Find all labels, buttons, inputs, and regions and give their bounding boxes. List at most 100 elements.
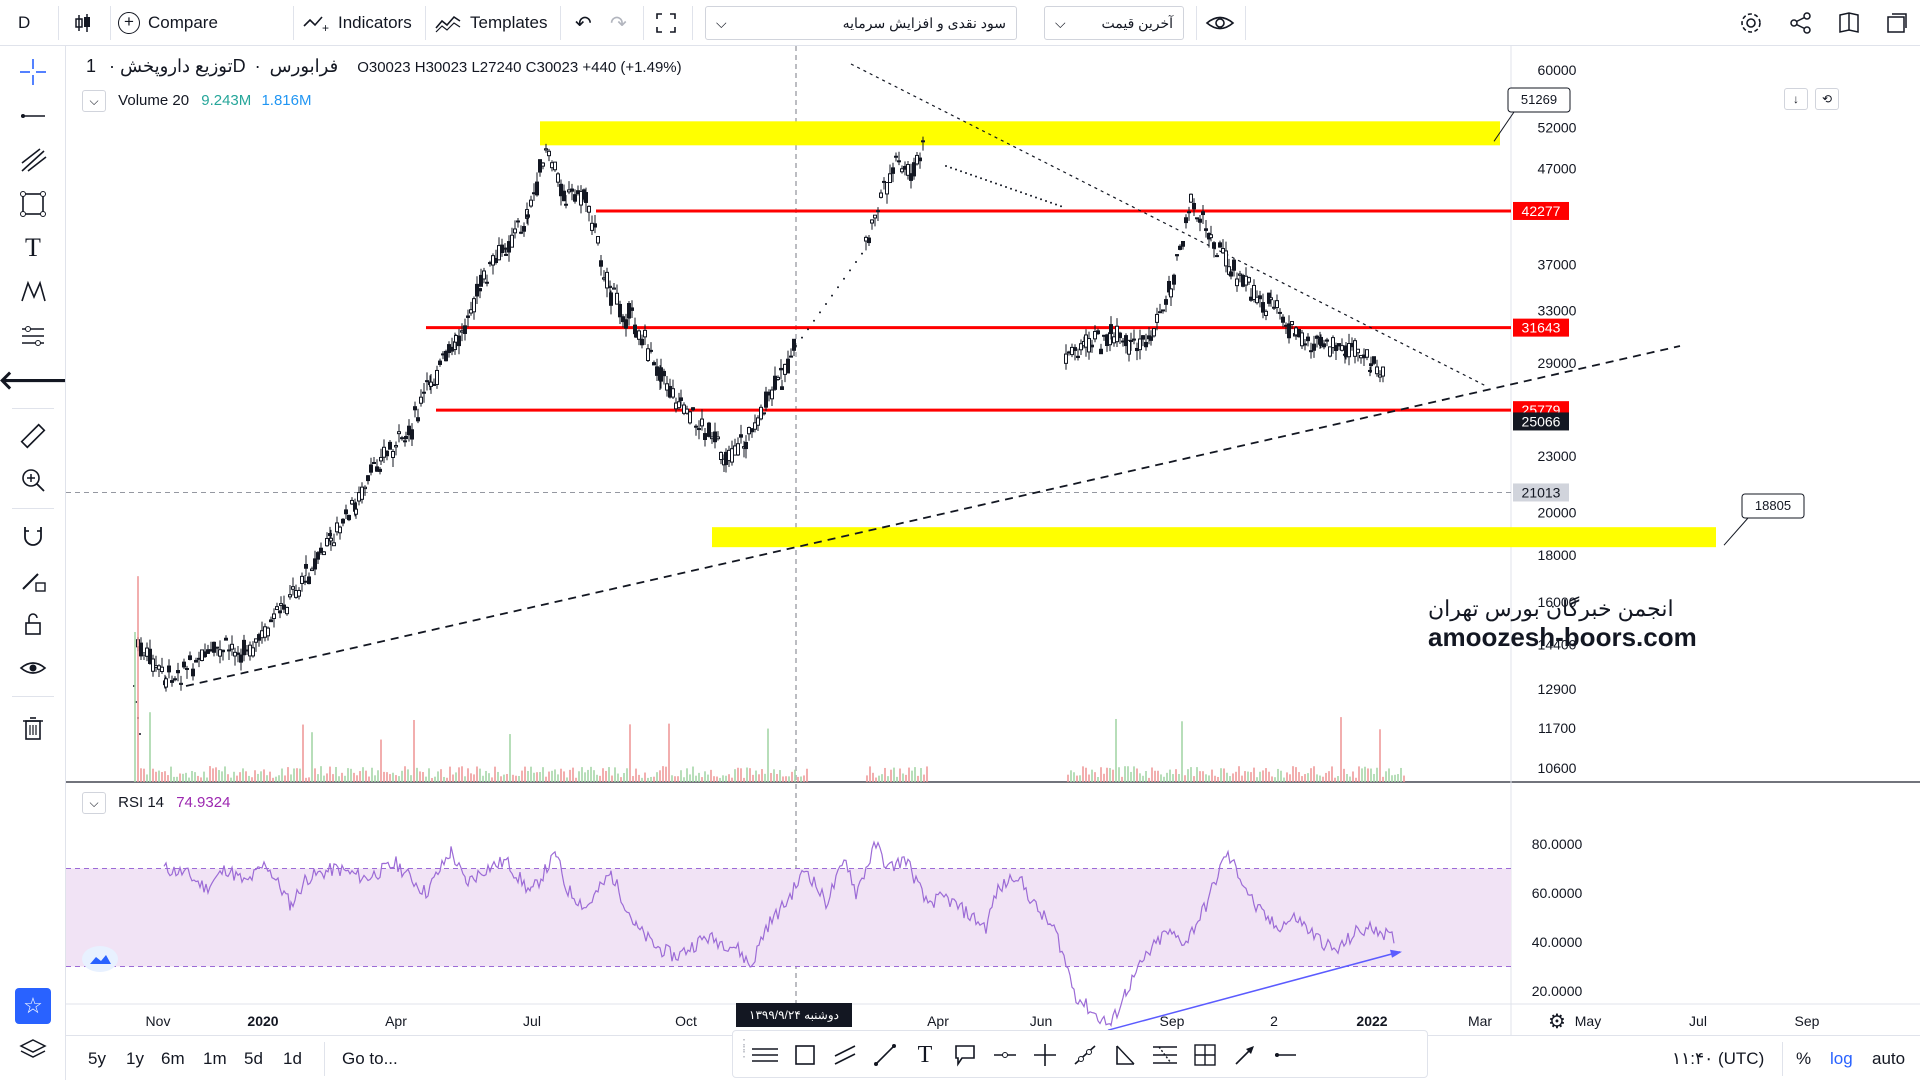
crosshair-tool[interactable] (0, 52, 66, 92)
volume-bar (1214, 775, 1216, 782)
descending-trendline[interactable] (850, 63, 1487, 387)
ascending-trendline[interactable] (185, 345, 1681, 687)
axis-settings-icon[interactable]: ⚙ (1548, 1011, 1566, 1033)
draw-cross-tool[interactable] (1027, 1037, 1063, 1073)
price-candle (1255, 290, 1259, 305)
fullscreen-button[interactable] (654, 0, 678, 46)
symbol-button[interactable]: D (18, 0, 30, 46)
pattern-tool[interactable] (0, 272, 66, 312)
draw-price-range-tool[interactable] (1187, 1037, 1223, 1073)
trend-line-tool[interactable] (0, 96, 66, 136)
volume-bar (1118, 767, 1120, 782)
remove-drawings-tool[interactable] (0, 708, 66, 748)
price-candle (319, 542, 323, 555)
draw-trendline-tool[interactable] (867, 1037, 903, 1073)
share-button[interactable] (1788, 0, 1814, 46)
strategy-dropdown[interactable]: ⌵ سود نقدی و افزایش سرمایه (705, 6, 1017, 40)
draw-callout-tool[interactable] (947, 1037, 983, 1073)
price-candle (300, 572, 304, 592)
indicators-button[interactable]: + Indicators (302, 0, 412, 46)
draw-hline-tool[interactable] (987, 1037, 1023, 1073)
rectangle-tool[interactable] (0, 184, 66, 224)
price-candle (596, 236, 600, 246)
maximize-pane-button[interactable]: ⟲ (1815, 88, 1839, 110)
pitchfork-icon (21, 148, 47, 172)
object-tree-button[interactable] (0, 1030, 66, 1070)
publish-button[interactable] (1884, 0, 1910, 46)
percent-toggle[interactable]: % (1796, 1036, 1811, 1081)
rsi-divergence-arrow[interactable] (1107, 951, 1401, 1031)
fib-tool[interactable] (0, 140, 66, 180)
back-arrow-tool[interactable]: 🡐 (0, 360, 68, 400)
volume-bar (680, 770, 682, 782)
goto-button[interactable]: Go to... (342, 1036, 398, 1081)
price-candle (379, 448, 383, 466)
lock-all-tool[interactable] (0, 604, 66, 644)
lock-drawings-tool[interactable] (0, 560, 66, 600)
volume-bar (1217, 776, 1219, 782)
support-zone[interactable] (712, 527, 1716, 548)
auto-toggle[interactable]: auto (1872, 1036, 1905, 1081)
publish-icon (1887, 13, 1907, 33)
chart-type-button[interactable] (72, 0, 94, 46)
price-candle (584, 187, 588, 212)
range-1d[interactable]: 1d (283, 1036, 302, 1081)
snapshot-button[interactable] (1836, 0, 1862, 46)
volume-bar (629, 724, 631, 782)
zoom-tool[interactable] (0, 460, 66, 500)
ruler-tool[interactable] (0, 416, 66, 456)
text-tool[interactable]: T (0, 228, 66, 268)
redo-button[interactable]: ↷ (610, 0, 627, 46)
draw-text-tool[interactable]: T (907, 1037, 943, 1073)
resistance-zone[interactable] (540, 121, 1500, 146)
compare-button[interactable]: + Compare (118, 0, 218, 46)
templates-button[interactable]: Templates (434, 0, 547, 46)
logo-badge[interactable] (82, 946, 118, 972)
volume-value-2: 1.816M (261, 91, 312, 109)
favorites-button[interactable]: ☆ (0, 986, 66, 1026)
draw-channel-tool[interactable] (827, 1037, 863, 1073)
price-candle (1204, 219, 1208, 238)
price-candle (870, 219, 874, 230)
undo-button[interactable]: ↶ (575, 0, 592, 46)
range-5d[interactable]: 5d (244, 1036, 263, 1081)
price-candle (649, 342, 653, 354)
range-1y[interactable]: 1y (126, 1036, 144, 1081)
price-candle (1127, 339, 1131, 362)
log-toggle[interactable]: log (1830, 1036, 1853, 1081)
range-5y[interactable]: 5y (88, 1036, 106, 1081)
price-dot (819, 311, 821, 314)
collapse-toggle-button[interactable]: ⌵ (82, 90, 106, 112)
volume-bar (644, 772, 646, 782)
magnet-tool[interactable] (0, 516, 66, 556)
drag-handle[interactable]: ⋮ ⋮ (737, 1036, 751, 1059)
draw-fib-tool[interactable] (1147, 1037, 1183, 1073)
draw-rectangle-tool[interactable] (787, 1037, 823, 1073)
settings-button[interactable] (1738, 0, 1764, 46)
draw-angle-tool[interactable] (1107, 1037, 1143, 1073)
hide-drawings-tool[interactable] (0, 648, 66, 688)
timezone-button[interactable]: ۱۱:۴۰ (UTC) (1672, 1036, 1764, 1081)
price-candle (556, 172, 560, 187)
rsi-axis-label: 20.0000 (1532, 983, 1583, 999)
prediction-tool[interactable] (0, 316, 66, 356)
draw-ray-tool[interactable] (1067, 1037, 1103, 1073)
draw-arrow-tool[interactable] (1227, 1037, 1263, 1073)
volume-bar (173, 776, 175, 782)
zone-label-callout[interactable] (1741, 493, 1805, 519)
scroll-down-button[interactable]: ↓ (1784, 88, 1808, 110)
range-6m[interactable]: 6m (161, 1036, 185, 1081)
visibility-button[interactable] (1205, 0, 1235, 46)
zone-label-callout[interactable] (1507, 87, 1571, 113)
range-1m[interactable]: 1m (203, 1036, 227, 1081)
price-candle (1238, 270, 1242, 283)
price-candle (491, 253, 495, 275)
draw-minus-tool[interactable] (1267, 1037, 1303, 1073)
collapse-toggle-button[interactable]: ⌵ (82, 792, 106, 814)
time-axis-label: Oct (675, 1013, 697, 1029)
price-dropdown[interactable]: ⌵ آخرین قیمت (1044, 6, 1184, 40)
refresh-icon: ⟲ (1821, 92, 1833, 106)
draw-hlines-tool[interactable] (747, 1037, 783, 1073)
price-candle (1215, 252, 1219, 258)
